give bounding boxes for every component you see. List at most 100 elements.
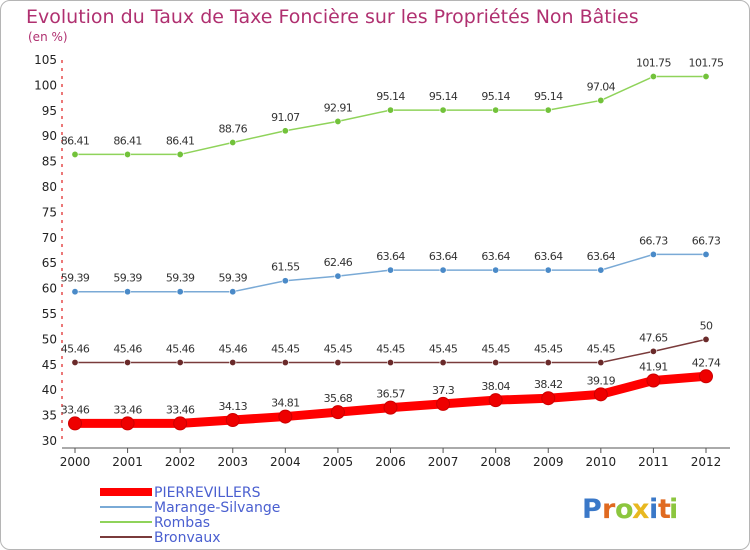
x-tick-label: 2008 (480, 455, 511, 469)
data-point-marange-silvange (334, 272, 342, 280)
data-point-rombas (439, 106, 447, 114)
y-tick-label: 65 (42, 256, 57, 270)
y-tick-label: 50 (42, 332, 57, 346)
data-label-bronvaux: 45.45 (587, 343, 616, 356)
data-point-bronvaux (544, 359, 552, 367)
y-tick-label: 30 (42, 434, 57, 448)
axes: 30 35 40 45 50 55 60 65 70 75 80 85 90 95 100 105 2000 20… (34, 53, 730, 469)
data-label-marange-silvange: 62.46 (324, 256, 353, 269)
data-point-bronvaux (386, 359, 394, 367)
data-label-bronvaux: 45.46 (219, 342, 248, 355)
legend: PIERREVILLERSMarange-SilvangeRombasBronv… (100, 485, 280, 546)
x-tick-label: 2000 (60, 455, 91, 469)
data-label-marange-silvange: 63.64 (429, 250, 458, 263)
data-label-marange-silvange: 61.55 (271, 261, 300, 274)
data-point-bronvaux (702, 335, 710, 343)
legend-label: Bronvaux (154, 530, 221, 546)
y-tick-label: 100 (34, 78, 57, 92)
data-label-bronvaux: 45.46 (61, 342, 90, 355)
data-point-rombas (649, 73, 657, 81)
data-label-marange-silvange: 59.39 (166, 272, 195, 285)
data-point-marange-silvange (386, 266, 394, 274)
y-tick-label: 75 (42, 205, 57, 219)
data-point-pierrevillers (68, 416, 82, 431)
data-label-bronvaux: 47.65 (639, 331, 668, 344)
data-point-marange-silvange (281, 277, 289, 285)
data-point-bronvaux (71, 358, 79, 366)
y-tick-label: 85 (42, 155, 57, 169)
data-label-marange-silvange: 63.64 (534, 250, 563, 263)
data-point-marange-silvange (124, 288, 132, 296)
y-tick-label: 70 (42, 231, 57, 245)
data-point-marange-silvange (597, 266, 605, 274)
legend-label: Marange-Silvange (154, 500, 280, 516)
series-layer (68, 73, 713, 431)
x-tick-label: 2003 (217, 455, 248, 469)
x-tick-label: 2012 (691, 455, 722, 469)
data-label-rombas: 95.14 (429, 90, 458, 103)
data-label-marange-silvange: 66.73 (692, 234, 721, 247)
logo-letter: i (669, 494, 678, 525)
data-label-rombas: 91.07 (271, 111, 300, 124)
data-point-bronvaux (281, 359, 289, 367)
logo-letter: o (615, 494, 634, 525)
data-point-rombas (702, 73, 710, 81)
x-tick-label: 2011 (638, 455, 669, 469)
legend-label: Rombas (154, 515, 210, 531)
data-label-pierrevillers: 37.3 (432, 384, 455, 397)
x-tick-label: 2006 (375, 455, 406, 469)
data-point-rombas (281, 127, 289, 135)
data-label-rombas: 101.75 (636, 57, 671, 70)
data-point-bronvaux (334, 359, 342, 367)
y-tick-label: 40 (42, 383, 57, 397)
data-point-pierrevillers (330, 405, 345, 420)
data-label-rombas: 95.14 (534, 90, 563, 103)
data-label-marange-silvange: 59.39 (113, 272, 142, 285)
data-label-rombas: 97.04 (587, 80, 616, 93)
data-point-bronvaux (176, 358, 184, 366)
data-point-bronvaux (439, 359, 447, 367)
data-label-rombas: 86.41 (166, 134, 195, 147)
y-tick-label: 90 (42, 129, 57, 143)
data-point-pierrevillers (173, 416, 188, 431)
data-point-pierrevillers (120, 416, 135, 431)
data-labels-layer: 86.41 86.41 86.41 88.76 91.07 92.91 95.14 95.14… (61, 57, 725, 417)
data-point-rombas (229, 138, 237, 146)
y-tick-label: 35 (42, 409, 57, 423)
data-point-rombas (492, 106, 500, 114)
data-point-rombas (386, 106, 394, 114)
data-label-marange-silvange: 66.73 (639, 234, 668, 247)
data-label-marange-silvange: 59.39 (219, 272, 248, 285)
data-point-bronvaux (492, 359, 500, 367)
logo-letter: i (649, 494, 658, 525)
data-label-rombas: 86.41 (61, 134, 90, 147)
data-label-bronvaux: 50 (700, 319, 713, 332)
data-point-rombas (124, 150, 132, 158)
data-label-rombas: 95.14 (376, 90, 405, 103)
data-label-rombas: 101.75 (689, 57, 724, 70)
y-tick-label: 95 (42, 104, 57, 118)
data-point-marange-silvange (649, 250, 657, 258)
data-label-pierrevillers: 39.19 (587, 374, 616, 387)
data-point-pierrevillers (436, 396, 451, 411)
data-point-bronvaux (229, 358, 237, 366)
data-label-marange-silvange: 63.64 (376, 250, 405, 263)
data-label-rombas: 92.91 (324, 101, 353, 114)
data-point-marange-silvange (544, 266, 552, 274)
data-label-marange-silvange: 63.64 (481, 250, 510, 263)
data-point-bronvaux (597, 359, 605, 367)
data-point-rombas (71, 150, 79, 158)
y-tick-label: 80 (42, 180, 57, 194)
x-tick-label: 2010 (586, 455, 617, 469)
data-point-rombas (334, 117, 342, 125)
data-label-bronvaux: 45.45 (376, 343, 405, 356)
data-point-marange-silvange (702, 250, 710, 258)
data-point-bronvaux (124, 358, 132, 366)
data-point-marange-silvange (176, 288, 184, 296)
data-point-pierrevillers (646, 373, 661, 388)
data-point-pierrevillers (488, 393, 503, 408)
y-tick-label: 105 (34, 53, 57, 67)
